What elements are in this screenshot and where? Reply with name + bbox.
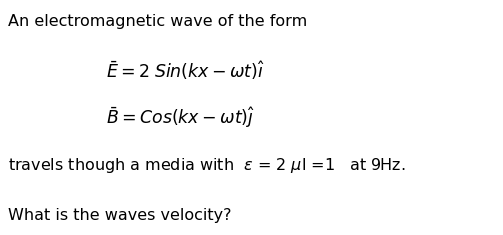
Text: $\bar{E} = 2\; Sin(kx - \omega t)\hat{\imath}$: $\bar{E} = 2\; Sin(kx - \omega t)\hat{\i… — [106, 59, 265, 82]
Text: travels though a media with  $\varepsilon$ = 2 $\mu$l =1   at 9Hz.: travels though a media with $\varepsilon… — [8, 156, 405, 175]
Text: What is the waves velocity?: What is the waves velocity? — [8, 208, 231, 223]
Text: An electromagnetic wave of the form: An electromagnetic wave of the form — [8, 14, 307, 29]
Text: $\bar{B} = Cos(kx - \omega t)\hat{\jmath}$: $\bar{B} = Cos(kx - \omega t)\hat{\jmath… — [106, 105, 255, 130]
